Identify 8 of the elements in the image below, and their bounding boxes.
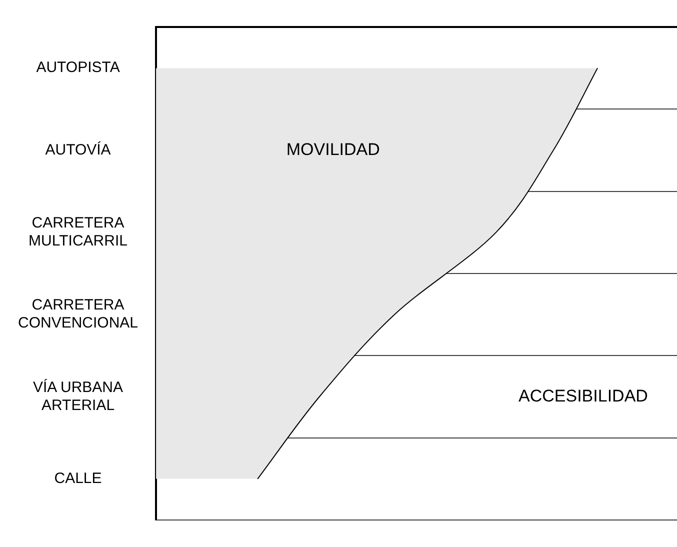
annotation: ACCESIBILIDAD bbox=[518, 386, 648, 406]
annotation: MOVILIDAD bbox=[286, 140, 380, 159]
y-tick-label: AUTOVÍA bbox=[45, 140, 111, 158]
y-tick-label: CARRETERA CONVENCIONAL bbox=[18, 296, 138, 332]
y-tick-label: CALLE bbox=[54, 470, 102, 488]
y-tick-label: CARRETERA MULTICARRIL bbox=[28, 214, 128, 250]
y-tick-label: AUTOPISTA bbox=[36, 59, 120, 76]
y-tick-label: VÍA URBANA ARTERIAL bbox=[32, 378, 124, 414]
